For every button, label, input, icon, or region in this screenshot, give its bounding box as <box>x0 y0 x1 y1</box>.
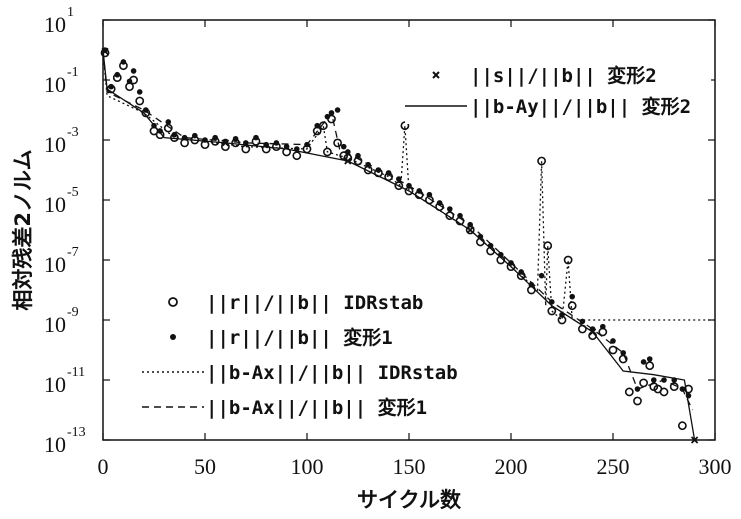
series-1-point-29 <box>340 143 347 150</box>
legend-bottom-label-2: ||b-Ax||/||b|| IDRstab <box>206 362 458 384</box>
y-tick-exponent-2: -3 <box>67 125 79 140</box>
y-tick-label-1: 10 <box>44 72 66 97</box>
y-tick-label-2: 10 <box>44 132 66 157</box>
series-0-point-18 <box>241 144 251 154</box>
series-1-point-2 <box>114 71 121 78</box>
series-1-point-28 <box>334 107 341 113</box>
y-tick-exponent-0: 1 <box>67 5 74 20</box>
series-0-point-62 <box>624 387 634 397</box>
y-tick-label-3: 10 <box>44 192 66 217</box>
series-1-point-26 <box>324 113 331 120</box>
x-tick-label-0: 0 <box>98 454 109 479</box>
y-tick-exponent-6: -11 <box>67 365 85 380</box>
series-1-point-17 <box>232 135 239 142</box>
y-tick-exponent-4: -7 <box>67 245 79 260</box>
series-1-point-15 <box>212 134 218 141</box>
series-1-point-46 <box>508 260 514 266</box>
series-line-4 <box>102 51 694 411</box>
series-1-point-9 <box>157 128 163 134</box>
legend-top-sample-0 <box>432 71 440 79</box>
legend-top-label-1: ||b-Ay||/||b|| 変形2 <box>470 95 691 118</box>
legend-bottom-label-3: ||b-Ax||/||b|| 変形1 <box>206 396 427 419</box>
series-0-point-70 <box>677 421 687 431</box>
series-1-point-25 <box>314 122 321 129</box>
x-tick-label-2: 100 <box>291 454 324 479</box>
series-1-point-3 <box>120 59 127 65</box>
legend-bottom-sample-1 <box>170 334 176 340</box>
series-0-point-63 <box>633 396 642 406</box>
y-tick-label-5: 10 <box>44 312 66 337</box>
series-1-point-6 <box>136 89 143 95</box>
series-1-point-60 <box>646 356 653 362</box>
series-1-point-22 <box>283 143 290 150</box>
series-1-point-21 <box>273 140 280 146</box>
x-tick-label-5: 250 <box>597 454 630 479</box>
series-1-point-59 <box>640 359 647 365</box>
series-1-point-5 <box>130 68 137 74</box>
series-0-point-51 <box>537 156 546 166</box>
y-tick-label-4: 10 <box>44 252 66 277</box>
y-tick-exponent-1: -1 <box>67 65 79 80</box>
series-1-point-1 <box>108 83 114 90</box>
series-0-point-52 <box>543 241 553 251</box>
x-tick-label-6: 300 <box>699 454 732 479</box>
series-3-b-ax-b-idrstab <box>102 52 715 322</box>
y-tick-label-6: 10 <box>44 372 66 397</box>
series-1-point-38 <box>426 191 433 198</box>
series-1-point-10 <box>165 119 172 125</box>
y-tick-exponent-3: -5 <box>67 185 79 200</box>
legend-bottom-label-0: ||r||/||b|| IDRstab <box>206 292 423 314</box>
y-axis-label: 相対残差2ノルム <box>11 149 35 310</box>
series-0-point-69 <box>669 382 679 392</box>
series-1-point-4 <box>126 78 133 85</box>
series-4-b-ax-b-1 <box>102 51 694 411</box>
series-1-point-31 <box>355 152 361 159</box>
series-0-point-53 <box>547 306 557 316</box>
series-line-3 <box>102 52 715 322</box>
series-0-point-65 <box>645 361 655 371</box>
y-tick-exponent-7: -13 <box>67 425 86 440</box>
series-1-point-19 <box>253 134 259 141</box>
series-1-point-7 <box>143 107 149 113</box>
legend-bottom-label-1: ||r||/||b|| 変形1 <box>206 326 393 349</box>
y-tick-label-7: 10 <box>44 432 66 457</box>
series-1-point-49 <box>538 272 545 279</box>
series-layer <box>100 47 715 444</box>
x-axis-label: サイクル数 <box>357 488 462 512</box>
series-0-point-64 <box>639 378 648 388</box>
x-tick-label-3: 150 <box>393 454 426 479</box>
series-1-point-57 <box>620 350 626 356</box>
series-0-point-60 <box>608 345 618 355</box>
series-1-point-56 <box>610 338 616 344</box>
legend-bottom-sample-0 <box>168 297 178 307</box>
legend-bottom: ||r||/||b|| IDRstab ||r||/||b|| 変形1 ||b-Ax… <box>128 282 468 422</box>
x-tick-label-1: 50 <box>194 454 216 479</box>
series-1-point-40 <box>447 206 453 212</box>
legend-top: ||s||/||b|| 変形2 ||b-Ay||/||b|| 変形2 <box>405 52 711 124</box>
series-0-point-6 <box>135 96 145 106</box>
legend-bottom-background <box>128 282 468 422</box>
legend-top-label-0: ||s||/||b|| 変形2 <box>470 64 657 87</box>
y-tick-exponent-5: -9 <box>67 305 79 320</box>
series-1-point-20 <box>263 141 270 148</box>
series-1-point-13 <box>192 132 198 139</box>
series-5-b-ay-b-2 <box>102 49 696 441</box>
series-0-point-23 <box>292 151 302 161</box>
series-0-point-27 <box>322 147 332 157</box>
series-1-point-39 <box>436 200 443 206</box>
series-1-point-61 <box>651 377 657 383</box>
series-0-point-29 <box>333 138 342 148</box>
x-tick-label-4: 200 <box>495 454 528 479</box>
series-1-point-30 <box>345 149 351 155</box>
series-line-5 <box>102 49 696 441</box>
series-0-point-36 <box>394 181 404 191</box>
legend-top-background <box>405 52 711 124</box>
series-1-point-55 <box>600 323 606 330</box>
series-1-point-41 <box>457 212 463 219</box>
series-0-point-68 <box>659 387 669 397</box>
series-0-point-56 <box>567 301 577 311</box>
y-tick-label-0: 10 <box>44 12 66 37</box>
